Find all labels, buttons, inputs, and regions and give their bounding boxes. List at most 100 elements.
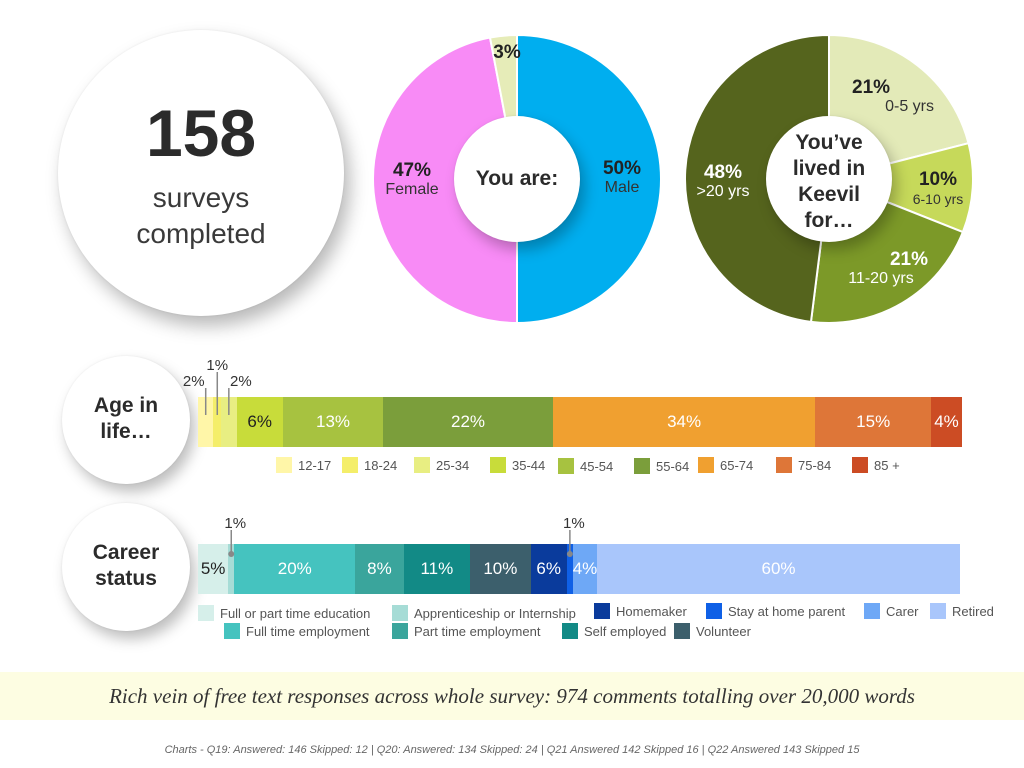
age-segment-label-55-64: 22% — [451, 412, 486, 431]
age-segment-label-85: 4% — [934, 412, 959, 431]
career-legend-swatch-homemaker — [594, 603, 610, 619]
age-legend-swatch-35-44 — [490, 457, 506, 473]
residence-0-5-label: 21% 0-5 yrs — [844, 78, 934, 116]
residence-center-circle — [766, 116, 892, 242]
footer-source-note: Charts - Q19: Answered: 146 Skipped: 12 … — [164, 744, 860, 756]
age-callout-label-18-24: 1% — [206, 357, 228, 374]
gender-female-name: Female — [385, 181, 439, 198]
gender-male-label: 50% Male — [586, 159, 658, 197]
career-segment-label-self-employed: 11% — [420, 559, 454, 578]
age-legend-label-85: 85 + — [874, 457, 900, 473]
age-segment-label-35-44: 6% — [247, 412, 272, 431]
age-legend-swatch-18-24 — [342, 457, 358, 473]
age-segment-12-17 — [198, 397, 214, 447]
career-callout-dot-stay-at-home-parent — [566, 551, 573, 557]
career-segment-stay-at-home-parent — [566, 544, 573, 594]
gender-slice-female — [372, 36, 518, 325]
summary-circle — [58, 30, 344, 316]
career-legend-label-volunteer: Volunteer — [696, 623, 751, 639]
career-legend-label-full-or-part-time-education: Full or part time education — [220, 605, 371, 621]
residence-6-10-name: 6-10 yrs — [912, 191, 964, 207]
age-legend-swatch-75-84 — [776, 457, 792, 473]
career-legend-swatch-carer — [864, 603, 880, 619]
residence-20-plus-name: >20 yrs — [696, 183, 750, 200]
career-callout-label-apprenticeship-or-internship: 1% — [224, 515, 246, 532]
age-segment-35-44: 6% — [236, 397, 283, 447]
career-legend-item-carer: Carer — [864, 603, 919, 619]
career-legend-swatch-self-employed — [562, 623, 578, 639]
career-title: Career status — [62, 540, 190, 592]
career-legend-item-volunteer: Volunteer — [674, 623, 751, 639]
age-legend-swatch-45-54 — [558, 458, 574, 474]
age-legend-item-55-64: 55-64 — [634, 458, 689, 474]
residence-0-5-name: 0-5 yrs — [885, 98, 934, 115]
survey-count-label-line2: completed — [136, 218, 266, 249]
career-stacked-bar: 5% 20% 8% 11% 10% 6% 4% 60% — [198, 544, 960, 594]
residence-6-10-pct: 10% — [918, 169, 958, 190]
age-legend-swatch-85 — [852, 457, 868, 473]
career-segment-homemaker: 6% — [530, 544, 567, 594]
residence-20-plus-label: 48% >20 yrs — [684, 163, 762, 201]
career-segment-part-time-employment: 8% — [355, 544, 404, 594]
career-title-circle — [62, 503, 190, 631]
career-legend-swatch-volunteer — [674, 623, 690, 639]
career-segment-volunteer: 10% — [470, 544, 531, 594]
career-segment-apprenticeship-or-internship — [228, 544, 235, 594]
career-segment-label-retired: 60% — [761, 559, 796, 578]
career-legend-label-part-time-employment: Part time employment — [414, 623, 541, 639]
career-segment-full-or-part-time-education: 5% — [198, 544, 229, 594]
career-legend-swatch-full-time-employment — [224, 623, 240, 639]
residence-center-label: You’ve lived in Keevil for… — [766, 130, 892, 234]
age-legend-item-35-44: 35-44 — [490, 457, 545, 473]
career-segment-label-volunteer: 10% — [483, 559, 518, 578]
career-legend-swatch-retired — [930, 603, 946, 619]
free-text-note-band: Rich vein of free text responses across … — [0, 672, 1024, 720]
career-segment-label-full-or-part-time-education: 5% — [200, 559, 226, 578]
survey-count-label: surveys completed — [58, 180, 344, 252]
gender-center-label: You are: — [475, 167, 559, 190]
age-legend-item-75-84: 75-84 — [776, 457, 831, 473]
age-legend-item-85: 85 + — [852, 457, 900, 473]
residence-11-20-name: 11-20 yrs — [848, 270, 914, 287]
career-legend-swatch-stay-at-home-parent — [706, 603, 722, 619]
age-segment-75-84: 15% — [815, 397, 932, 447]
age-legend-label-45-54: 45-54 — [580, 458, 614, 474]
age-legend-label-35-44: 35-44 — [512, 457, 546, 473]
age-title-line2: life… — [100, 420, 152, 443]
age-legend-swatch-65-74 — [698, 457, 714, 473]
age-legend-item-18-24: 18-24 — [342, 457, 397, 473]
residence-slice-20-yrs — [683, 33, 830, 323]
career-segment-self-employed: 11% — [403, 544, 471, 594]
career-legend-label-retired: Retired — [952, 603, 994, 619]
age-legend-label-55-64: 55-64 — [656, 458, 690, 474]
age-legend-item-65-74: 65-74 — [698, 457, 753, 473]
career-legend-label-stay-at-home-parent: Stay at home parent — [728, 603, 846, 619]
career-legend-item-self-employed: Self employed — [562, 623, 666, 639]
gender-small-slice-pct: 3% — [493, 42, 521, 63]
survey-count-label-line1: surveys — [152, 182, 250, 213]
age-legend-label-18-24: 18-24 — [364, 457, 398, 473]
age-legend-item-25-34: 25-34 — [414, 457, 469, 473]
gender-donut-chart — [372, 33, 662, 325]
career-legend-label-carer: Carer — [886, 603, 919, 619]
career-legend-label-full-time-employment: Full time employment — [246, 623, 370, 639]
career-callout-label-stay-at-home-parent: 1% — [563, 515, 585, 532]
career-title-line2: status — [95, 567, 157, 590]
gender-center-circle — [454, 116, 580, 242]
residence-6-10-label: 10% 6-10 yrs — [902, 170, 974, 208]
age-title-circle — [62, 356, 190, 484]
career-legend-swatch-apprenticeship-or-internship — [392, 605, 408, 621]
residence-20-plus-pct: 48% — [703, 162, 743, 183]
age-segment-45-54: 13% — [282, 397, 384, 447]
career-legend-item-full-time-employment: Full time employment — [224, 623, 370, 639]
career-legend-item-apprenticeship-or-internship: Apprenticeship or Internship — [392, 605, 576, 621]
age-legend-swatch-55-64 — [634, 458, 650, 474]
residence-11-20-pct: 21% — [889, 249, 928, 270]
age-segment-18-24 — [213, 397, 222, 447]
gender-slice-male — [516, 33, 662, 325]
career-legend-item-homemaker: Homemaker — [594, 603, 687, 619]
age-legend-swatch-12-17 — [276, 457, 292, 473]
career-legend-swatch-full-or-part-time-education — [198, 605, 214, 621]
gender-male-pct: 50% — [602, 158, 642, 179]
